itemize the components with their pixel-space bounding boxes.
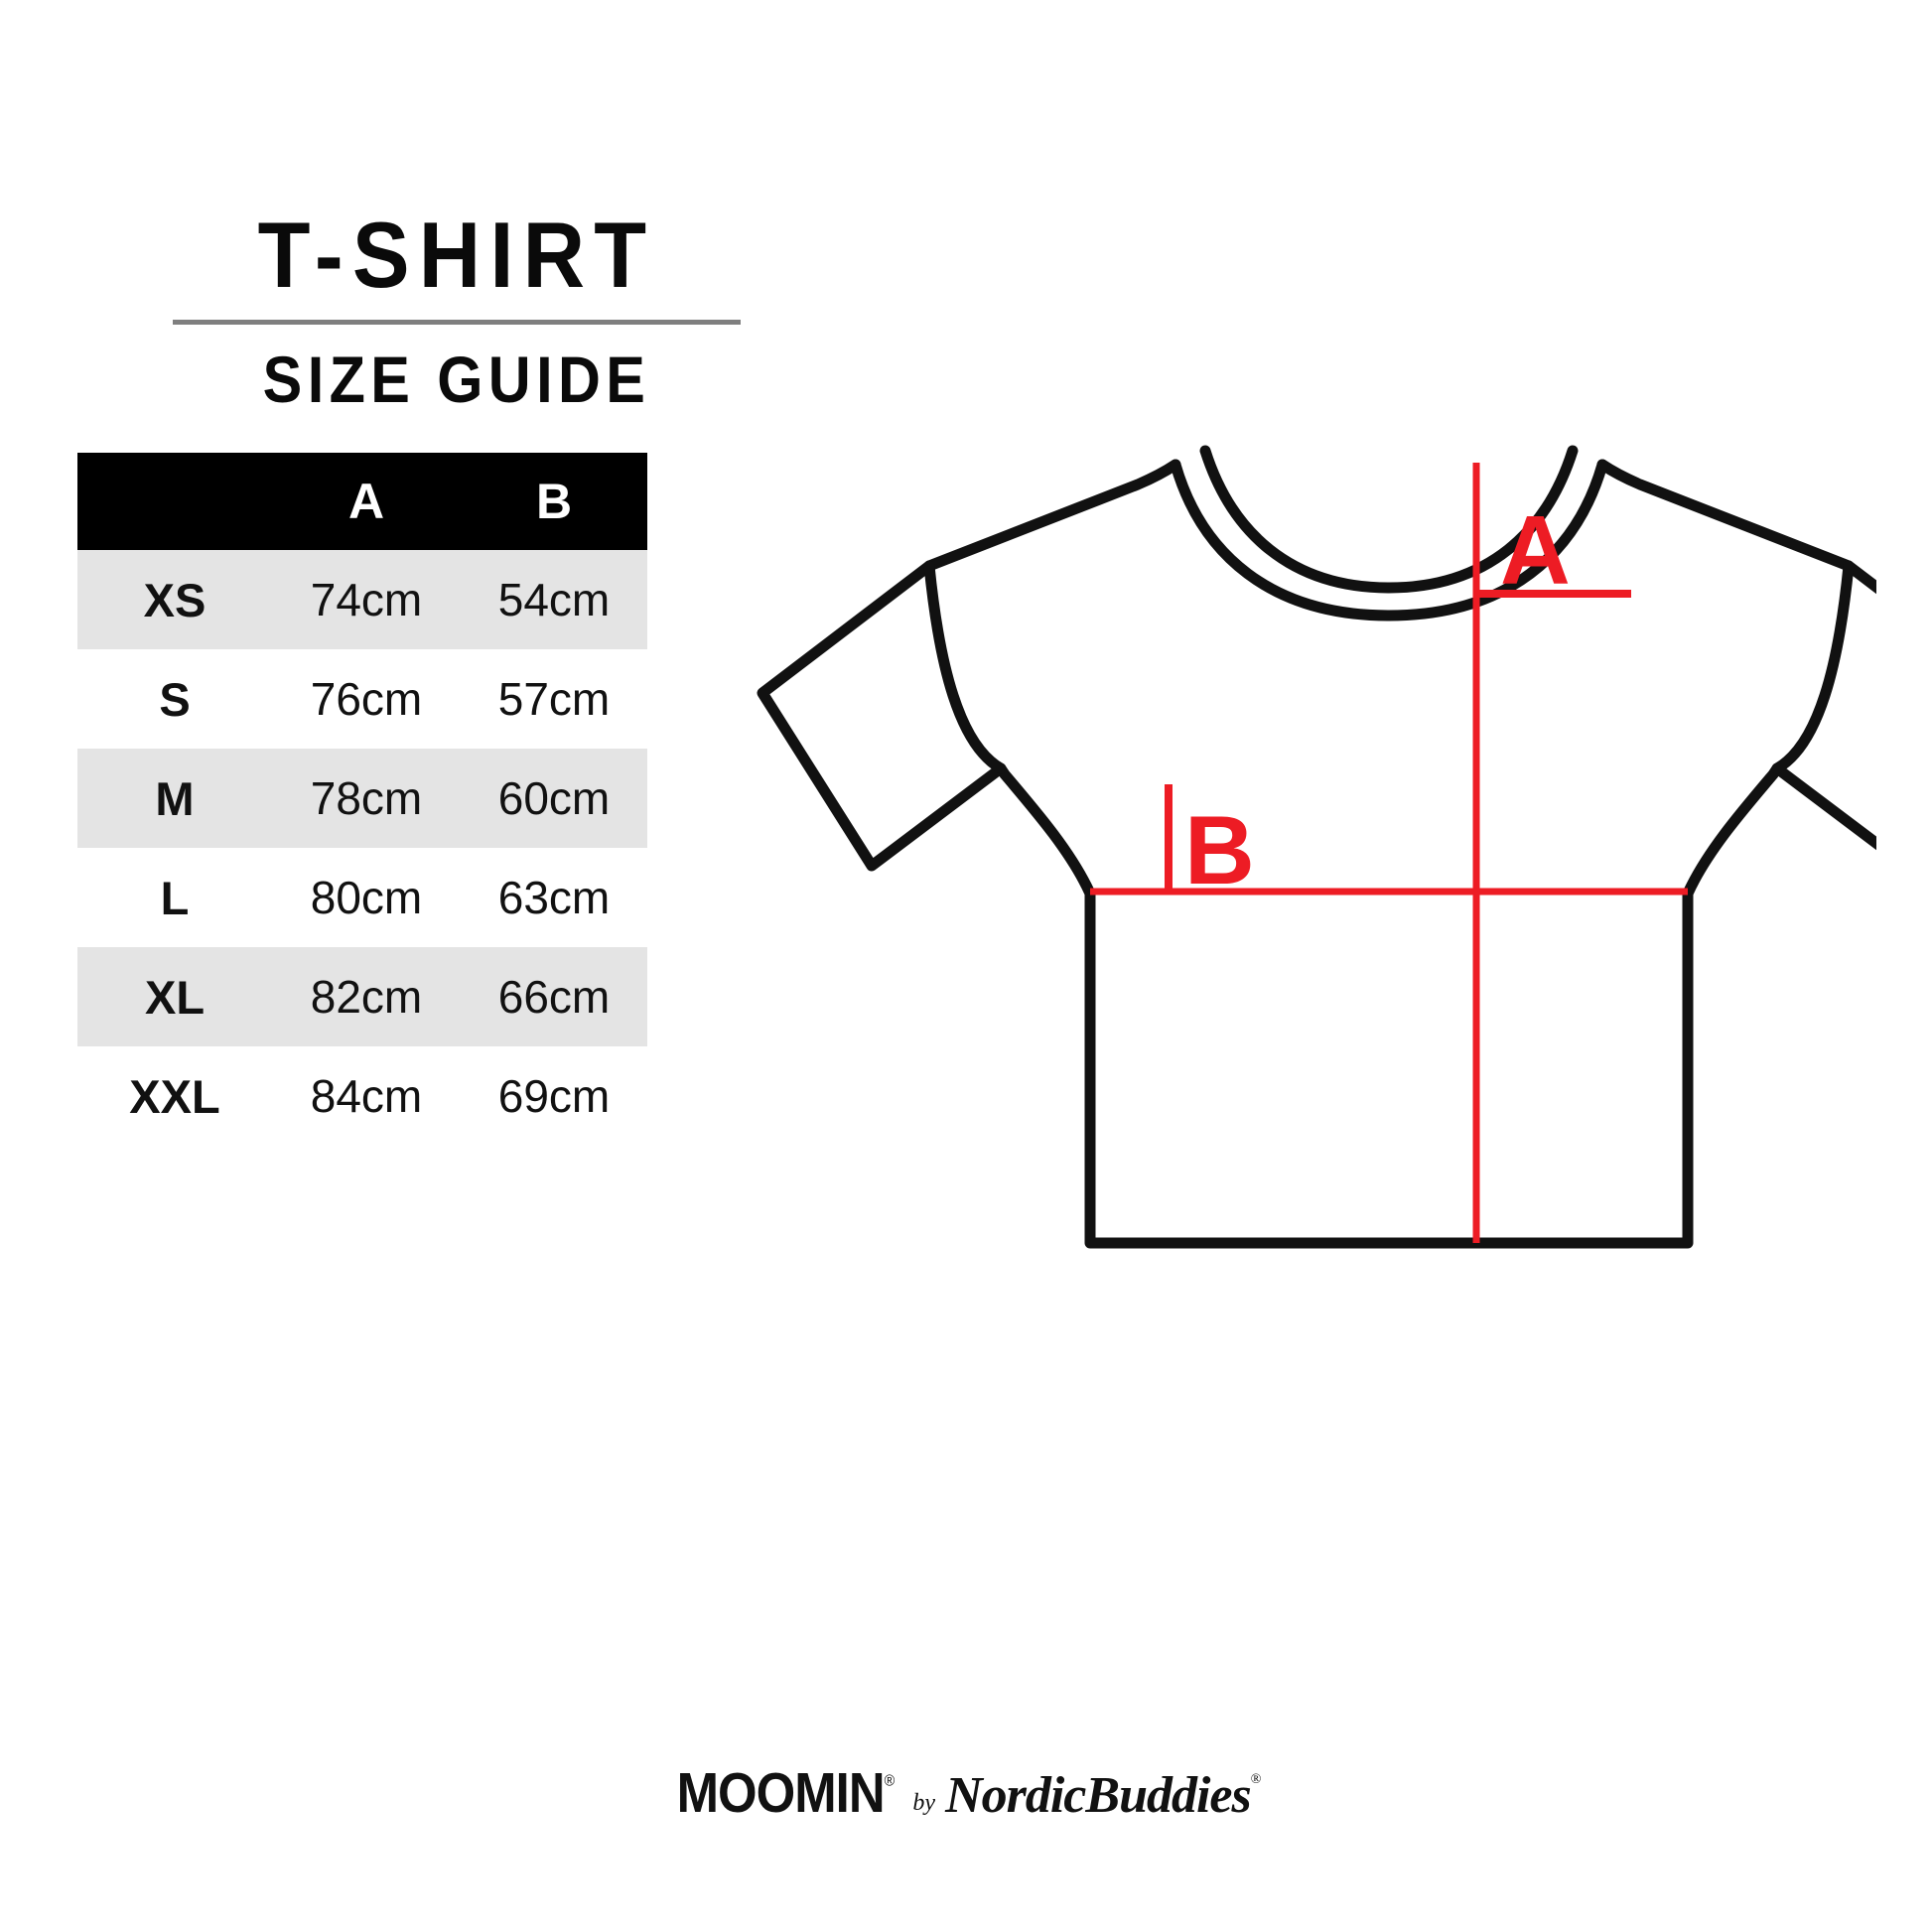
size-guide-heading-block: T-SHIRT SIZE GUIDE — [77, 208, 772, 412]
tshirt-svg: A B — [757, 445, 1876, 1249]
cell-a: 80cm — [272, 848, 461, 947]
cell-size: XS — [77, 550, 272, 649]
title-block: T-SHIRT SIZE GUIDE — [173, 208, 741, 412]
page-title: T-SHIRT — [257, 203, 656, 307]
cell-b: 66cm — [461, 947, 647, 1046]
table-row: S 76cm 57cm — [77, 649, 647, 749]
cell-a: 82cm — [272, 947, 461, 1046]
tshirt-outline-icon — [757, 445, 1876, 1249]
brand-by-text: by — [912, 1789, 936, 1816]
size-table-head: A B — [77, 453, 647, 550]
cell-size: L — [77, 848, 272, 947]
column-header-b: B — [461, 453, 647, 550]
moomin-text: MOOMIN — [676, 1761, 885, 1825]
moomin-wordmark: MOOMIN® — [676, 1761, 895, 1826]
cell-a: 76cm — [272, 649, 461, 749]
cell-a: 78cm — [272, 749, 461, 848]
cell-size: XL — [77, 947, 272, 1046]
table-row: XS 74cm 54cm — [77, 550, 647, 649]
cell-size: XXL — [77, 1046, 272, 1146]
cell-b: 60cm — [461, 749, 647, 848]
column-header-a: A — [272, 453, 461, 550]
registered-trademark-icon: ® — [884, 1771, 895, 1790]
title-divider — [173, 320, 741, 325]
cell-b: 57cm — [461, 649, 647, 749]
tshirt-measurement-diagram: A B — [735, 417, 1876, 1281]
table-header-row: A B — [77, 453, 647, 550]
page-subtitle: SIZE GUIDE — [262, 343, 651, 416]
measurement-label-b: B — [1184, 795, 1255, 904]
cell-a: 84cm — [272, 1046, 461, 1146]
cell-a: 74cm — [272, 550, 461, 649]
measurement-lines — [1090, 463, 1688, 1243]
table-row: XXL 84cm 69cm — [77, 1046, 647, 1146]
cell-b: 69cm — [461, 1046, 647, 1146]
cell-size: M — [77, 749, 272, 848]
nordic-buddies-text: NordicBuddies — [945, 1766, 1252, 1824]
table-row: L 80cm 63cm — [77, 848, 647, 947]
nordic-buddies-wordmark: NordicBuddies® — [945, 1766, 1262, 1825]
table-row: XL 82cm 66cm — [77, 947, 647, 1046]
size-table: A B XS 74cm 54cm S 76cm 57cm M 78cm 60cm… — [77, 453, 647, 1146]
measurement-label-a: A — [1500, 495, 1571, 605]
brand-footer: MOOMIN® by NordicBuddies® — [0, 1755, 1932, 1835]
cell-b: 63cm — [461, 848, 647, 947]
column-header-size — [77, 453, 272, 550]
cell-b: 54cm — [461, 550, 647, 649]
cell-size: S — [77, 649, 272, 749]
registered-trademark-icon: ® — [1250, 1772, 1262, 1788]
size-table-body: XS 74cm 54cm S 76cm 57cm M 78cm 60cm L 8… — [77, 550, 647, 1146]
table-row: M 78cm 60cm — [77, 749, 647, 848]
